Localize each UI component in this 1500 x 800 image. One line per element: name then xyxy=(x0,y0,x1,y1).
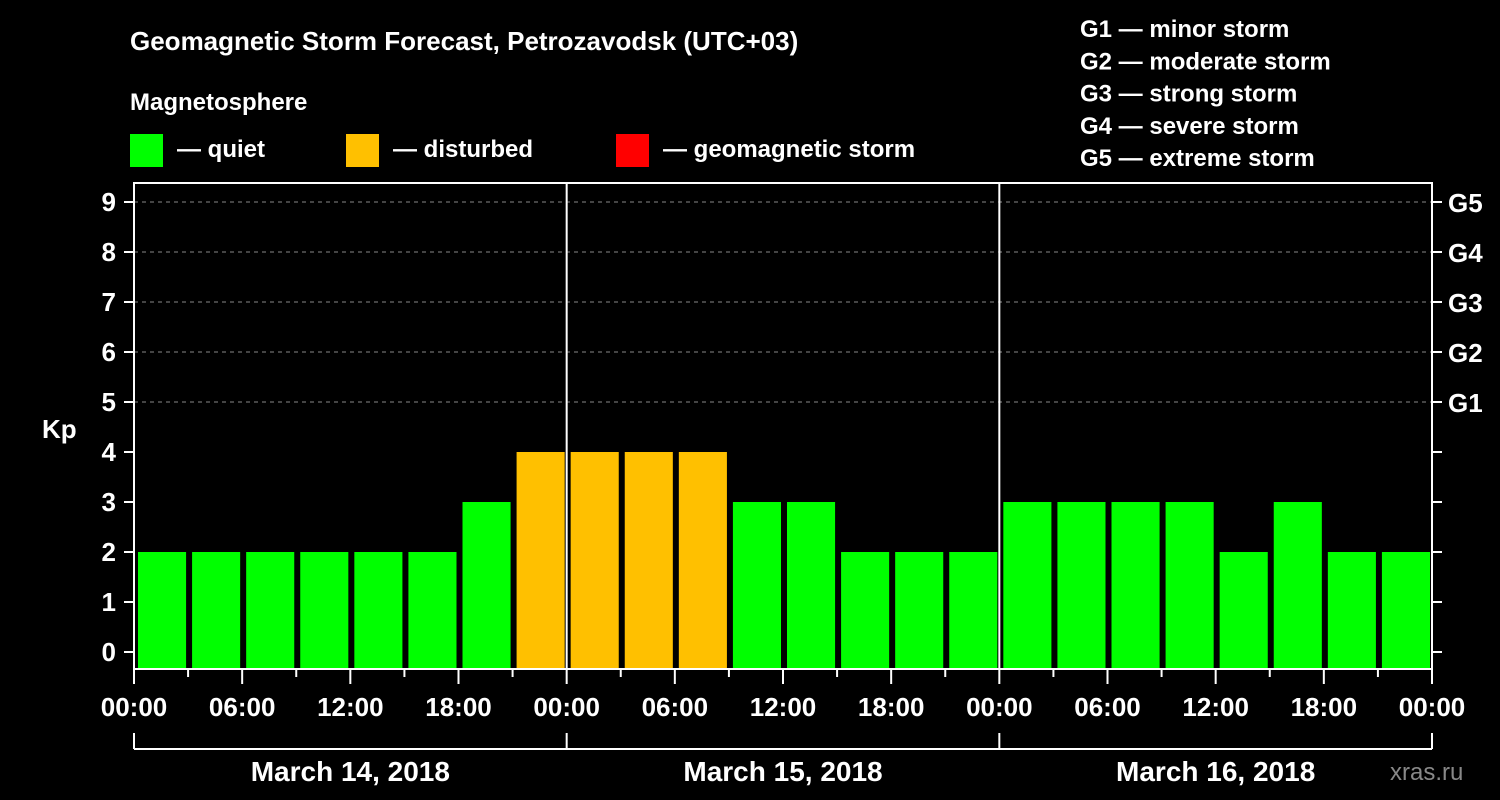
kp-bar xyxy=(732,502,781,669)
kp-bar xyxy=(1165,502,1214,669)
right-tick-label: G5 xyxy=(1448,188,1483,218)
x-tick-label: 06:00 xyxy=(209,692,276,722)
kp-bar xyxy=(1327,552,1376,669)
y-tick-label: 5 xyxy=(102,387,116,417)
legend-title: Magnetosphere xyxy=(130,89,307,116)
storm-scale-item: G5 — extreme storm xyxy=(1080,145,1315,172)
y-tick-label: 1 xyxy=(102,587,116,617)
y-axis-label: Kp xyxy=(42,414,77,444)
x-tick-label: 18:00 xyxy=(858,692,925,722)
kp-bar xyxy=(624,452,673,669)
kp-bar xyxy=(300,552,349,669)
kp-bar xyxy=(408,552,457,669)
storm-scale-item: G2 — moderate storm xyxy=(1080,48,1331,75)
kp-bar xyxy=(949,552,998,669)
y-tick-label: 0 xyxy=(102,637,116,667)
day-label: March 16, 2018 xyxy=(1116,756,1315,787)
x-tick-label: 06:00 xyxy=(642,692,709,722)
kp-bar xyxy=(192,552,241,669)
kp-bar xyxy=(462,502,511,669)
x-tick-label: 12:00 xyxy=(317,692,384,722)
watermark: xras.ru xyxy=(1390,759,1463,786)
kp-bar xyxy=(841,552,890,669)
kp-bar xyxy=(516,452,565,669)
y-tick-label: 8 xyxy=(102,237,116,267)
kp-bar xyxy=(895,552,944,669)
y-tick-label: 2 xyxy=(102,537,116,567)
day-label: March 14, 2018 xyxy=(251,756,450,787)
y-tick-label: 7 xyxy=(102,287,116,317)
y-tick-label: 9 xyxy=(102,187,116,217)
storm-scale-item: G4 — severe storm xyxy=(1080,113,1299,140)
right-tick-label: G4 xyxy=(1448,238,1483,268)
x-tick-label: 18:00 xyxy=(1291,692,1358,722)
x-tick-label: 00:00 xyxy=(966,692,1033,722)
legend-label: — geomagnetic storm xyxy=(663,136,915,163)
storm-scale-item: G1 — minor storm xyxy=(1080,16,1289,43)
x-tick-label: 18:00 xyxy=(425,692,492,722)
kp-bar xyxy=(678,452,727,669)
kp-bar xyxy=(1003,502,1052,669)
kp-bar xyxy=(246,552,295,669)
x-tick-label: 00:00 xyxy=(101,692,168,722)
x-tick-label: 12:00 xyxy=(1182,692,1249,722)
x-tick-label: 12:00 xyxy=(750,692,817,722)
legend-label: — disturbed xyxy=(393,136,533,163)
storm-scale-item: G3 — strong storm xyxy=(1080,81,1297,108)
right-tick-label: G2 xyxy=(1448,338,1483,368)
x-tick-label: 06:00 xyxy=(1074,692,1141,722)
right-tick-label: G1 xyxy=(1448,388,1483,418)
kp-bar xyxy=(570,452,619,669)
kp-bar xyxy=(1111,502,1160,669)
day-label: March 15, 2018 xyxy=(683,756,882,787)
kp-bar xyxy=(138,552,187,669)
kp-bar xyxy=(354,552,403,669)
kp-bar xyxy=(1057,502,1106,669)
legend-swatch xyxy=(346,134,379,167)
y-tick-label: 6 xyxy=(102,337,116,367)
y-tick-label: 4 xyxy=(102,437,117,467)
chart-title: Geomagnetic Storm Forecast, Petrozavodsk… xyxy=(130,26,798,56)
y-tick-label: 3 xyxy=(102,487,116,517)
x-tick-label: 00:00 xyxy=(533,692,600,722)
legend-swatch xyxy=(130,134,163,167)
kp-bar xyxy=(1273,502,1322,669)
kp-bar xyxy=(1219,552,1268,669)
x-tick-label: 00:00 xyxy=(1399,692,1466,722)
legend-label: — quiet xyxy=(177,136,265,163)
kp-bar xyxy=(1381,552,1430,669)
legend-swatch xyxy=(616,134,649,167)
kp-bar xyxy=(787,502,836,669)
right-tick-label: G3 xyxy=(1448,288,1483,318)
